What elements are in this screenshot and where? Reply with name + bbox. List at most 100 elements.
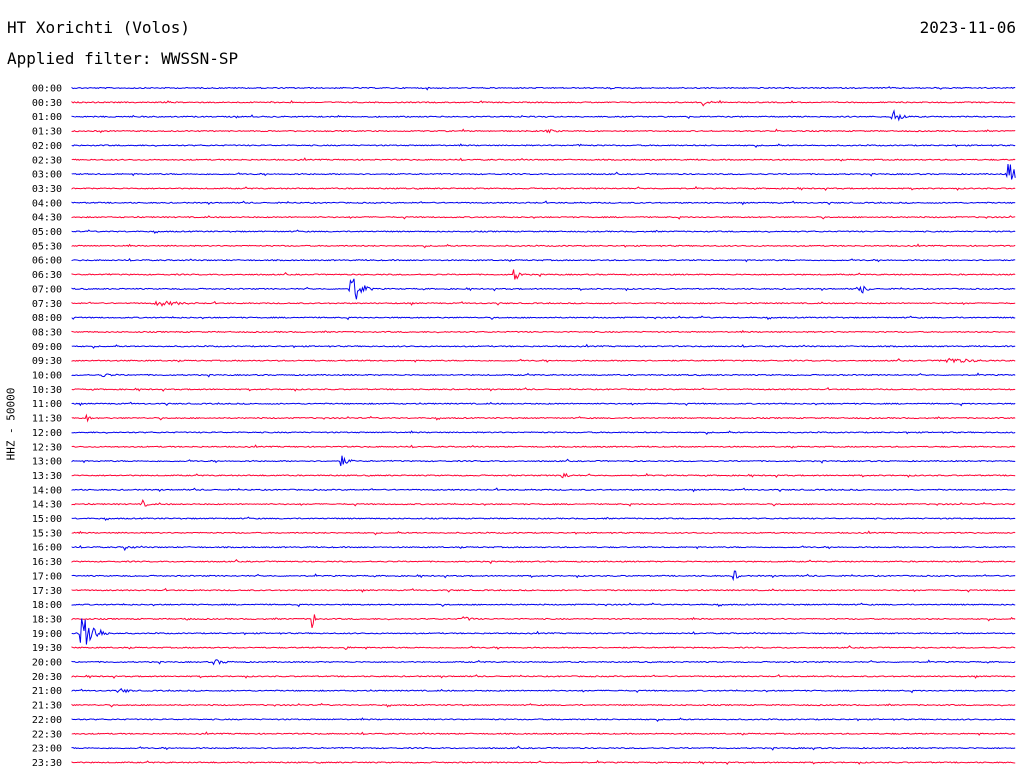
- hour-tick-label: 01:30: [32, 127, 62, 138]
- hour-tick-label: 04:00: [32, 198, 62, 209]
- hour-tick-label: 17:00: [32, 571, 62, 582]
- record-date: 2023-11-06: [919, 18, 1016, 37]
- hour-tick-label: 04:30: [32, 213, 62, 224]
- hour-tick-label: 22:30: [32, 729, 62, 740]
- hour-tick-label: 13:00: [32, 457, 62, 468]
- trace-row: [71, 413, 1016, 423]
- trace-row: [71, 269, 1016, 280]
- hour-tick-label: 00:30: [32, 98, 62, 109]
- trace-row: [71, 229, 1016, 235]
- trace-row: [71, 745, 1016, 751]
- trace-row: [71, 587, 1016, 593]
- hour-tick-label: 19:30: [32, 643, 62, 654]
- hour-tick-label: 22:00: [32, 715, 62, 726]
- hour-tick-label: 09:30: [32, 356, 62, 367]
- hour-tick-label: 16:30: [32, 557, 62, 568]
- hour-tick-label: 18:30: [32, 614, 62, 625]
- trace-row: [71, 516, 1016, 522]
- hour-tick-label: 00:00: [32, 84, 62, 95]
- hour-tick-label: 05:30: [32, 241, 62, 252]
- hour-tick-label: 15:30: [32, 528, 62, 539]
- trace-row: [71, 673, 1016, 679]
- hour-tick-label: 23:30: [32, 758, 62, 769]
- trace-row: [71, 164, 1016, 180]
- hour-tick-label: 19:00: [32, 629, 62, 640]
- hour-tick-label: 09:00: [32, 342, 62, 353]
- trace-row: [71, 258, 1016, 263]
- trace-row: [71, 614, 1016, 628]
- hour-tick-label: 02:00: [32, 141, 62, 152]
- hour-tick-label: 03:00: [32, 170, 62, 181]
- trace-row: [71, 545, 1016, 552]
- hour-tick-label: 21:00: [32, 686, 62, 697]
- hour-tick-label: 01:00: [32, 112, 62, 123]
- hour-tick-label: 18:00: [32, 600, 62, 611]
- hour-tick-label: 20:30: [32, 672, 62, 683]
- hour-tick-label: 11:00: [32, 399, 62, 410]
- trace-row: [71, 300, 1016, 307]
- station-title: HT Xorichti (Volos): [7, 18, 191, 37]
- trace-row: [71, 759, 1016, 765]
- hour-tick-label: 14:00: [32, 485, 62, 496]
- trace-row: [71, 731, 1016, 736]
- trace-row: [71, 343, 1016, 349]
- trace-row: [71, 472, 1016, 479]
- trace-row: [71, 143, 1016, 148]
- trace-row: [71, 717, 1016, 722]
- trace-row: [71, 215, 1016, 220]
- hour-tick-label: 12:00: [32, 428, 62, 439]
- trace-row: [71, 487, 1016, 493]
- trace-row: [71, 499, 1016, 507]
- trace-row: [71, 618, 1016, 645]
- hour-tick-label: 06:00: [32, 256, 62, 267]
- trace-row: [71, 602, 1016, 608]
- trace-row: [71, 99, 1016, 107]
- hour-tick-label: 17:30: [32, 586, 62, 597]
- hour-tick-label: 13:30: [32, 471, 62, 482]
- hour-tick-label: 10:30: [32, 385, 62, 396]
- hour-tick-label: 05:00: [32, 227, 62, 238]
- hour-tick-label: 21:30: [32, 701, 62, 712]
- trace-row: [71, 645, 1016, 651]
- hour-tick-label: 06:30: [32, 270, 62, 281]
- trace-row: [71, 200, 1016, 206]
- hour-tick-label: 02:30: [32, 155, 62, 166]
- trace-row: [71, 185, 1016, 191]
- hour-tick-label: 07:00: [32, 284, 62, 295]
- trace-row: [71, 329, 1016, 334]
- trace-row: [71, 687, 1016, 694]
- hour-tick-label: 08:00: [32, 313, 62, 324]
- trace-row: [71, 243, 1016, 249]
- trace-row: [71, 570, 1016, 582]
- hour-tick-label: 15:00: [32, 514, 62, 525]
- hour-tick-label: 11:30: [32, 414, 62, 425]
- trace-row: [71, 559, 1016, 565]
- hour-tick-label: 23:00: [32, 744, 62, 755]
- hour-tick-label: 07:30: [32, 299, 62, 310]
- hour-tick-label: 16:00: [32, 543, 62, 554]
- hour-tick-label: 03:30: [32, 184, 62, 195]
- trace-row: [71, 109, 1016, 122]
- trace-row: [71, 430, 1016, 435]
- trace-row: [71, 128, 1016, 134]
- hour-tick-label: 12:30: [32, 442, 62, 453]
- trace-row: [71, 401, 1016, 407]
- trace-row: [71, 157, 1016, 162]
- trace-row: [71, 386, 1016, 392]
- trace-row: [71, 530, 1016, 536]
- trace-row: [71, 86, 1016, 91]
- filter-label: Applied filter: WWSSN-SP: [7, 49, 239, 68]
- trace-row: [71, 372, 1016, 378]
- hour-tick-label: 08:30: [32, 327, 62, 338]
- trace-row: [71, 315, 1016, 321]
- hour-tick-label: 20:00: [32, 658, 62, 669]
- trace-row: [71, 659, 1016, 666]
- trace-row: [71, 455, 1016, 467]
- trace-row: [71, 357, 1016, 364]
- trace-row: [71, 702, 1016, 708]
- hour-tick-label: 10:00: [32, 371, 62, 382]
- trace-row: [71, 278, 1016, 300]
- hour-tick-label: 14:30: [32, 500, 62, 511]
- trace-row: [71, 444, 1016, 449]
